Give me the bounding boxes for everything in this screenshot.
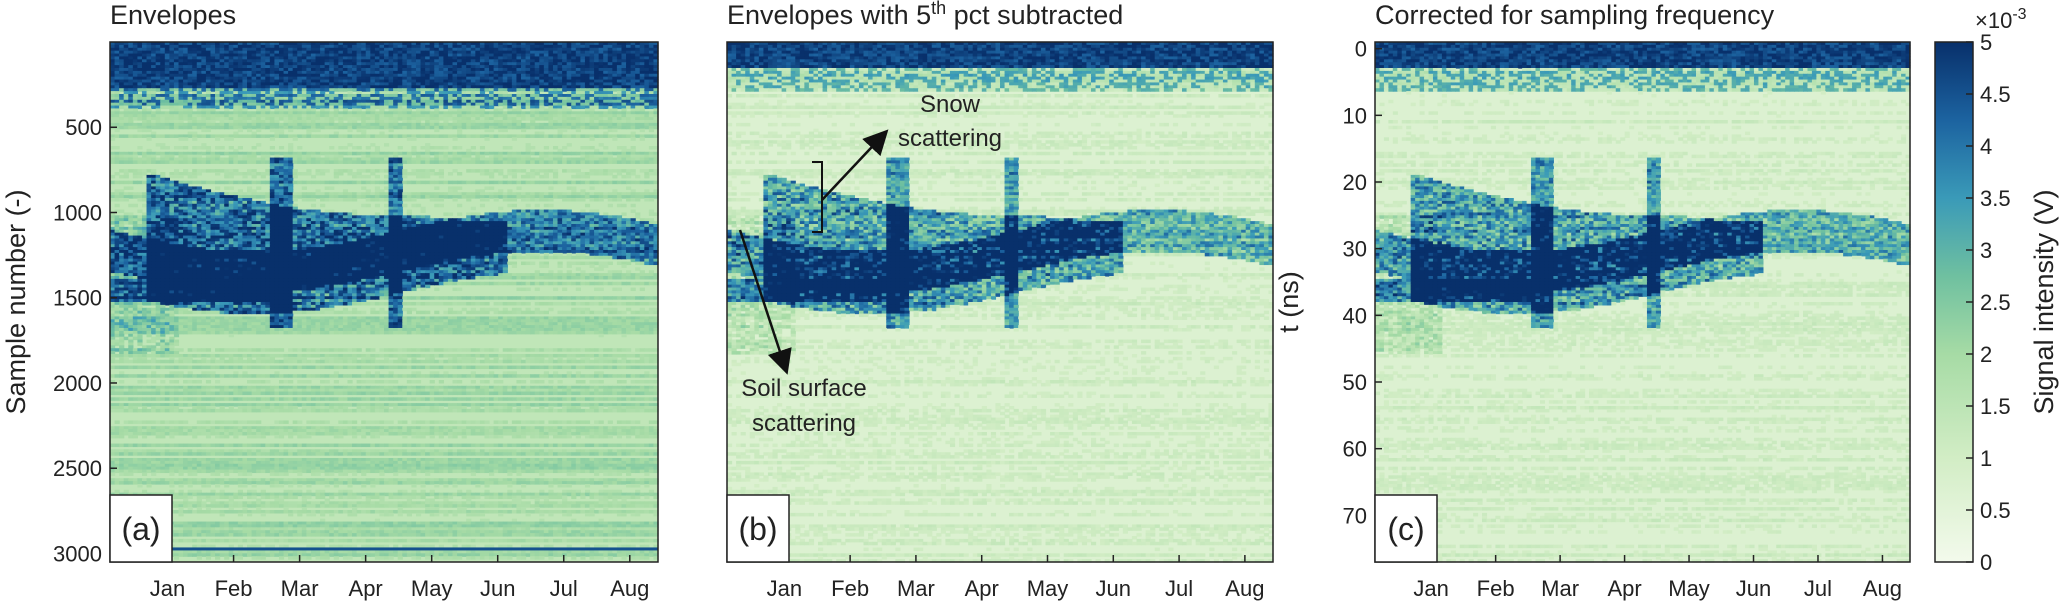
x-tick-label: Feb (831, 576, 869, 601)
y-tick-label: 2500 (53, 456, 102, 481)
y-tick-label: 1000 (53, 200, 102, 225)
x-tick-label: Apr (1607, 576, 1641, 601)
panel-b-heatmap (727, 42, 1274, 563)
x-tick-label: Aug (610, 576, 649, 601)
x-tick-label: May (1668, 576, 1710, 601)
colorbar-tick-label: 2.5 (1980, 290, 2011, 315)
colorbar-tick-label: 4.5 (1980, 82, 2011, 107)
x-tick-label: May (411, 576, 453, 601)
x-tick-label: Mar (897, 576, 935, 601)
panel-a-ylabel: Sample number (-) (1, 189, 31, 414)
colorbar-tick-label: 1 (1980, 446, 1992, 471)
panel-b: Envelopes with 5th pct subtracted Jan Feb… (727, 0, 1274, 601)
panel-a-label: (a) (121, 511, 160, 547)
x-tick-label: Jan (150, 576, 185, 601)
colorbar-tick-label: 2 (1980, 342, 1992, 367)
y-tick-label: 10 (1343, 103, 1367, 128)
x-tick-label: Jan (1413, 576, 1448, 601)
colorbar-tick-label: 5 (1980, 30, 1992, 55)
x-tick-label: Jun (1736, 576, 1771, 601)
x-tick-label: Jun (480, 576, 515, 601)
x-tick-label: Mar (281, 576, 319, 601)
x-tick-label: Aug (1225, 576, 1264, 601)
y-tick-label: 40 (1343, 303, 1367, 328)
x-tick-label: Jun (1096, 576, 1131, 601)
soil-annotation-line2: scattering (752, 410, 856, 437)
colorbar-tick-label: 1.5 (1980, 394, 2011, 419)
x-tick-label: Jan (767, 576, 802, 601)
x-tick-label: Feb (215, 576, 253, 601)
snow-annotation-line1: Snow (920, 91, 981, 118)
y-tick-label: 500 (65, 115, 102, 140)
y-tick-label: 0 (1355, 37, 1367, 62)
y-tick-label: 30 (1343, 237, 1367, 262)
x-tick-label: May (1027, 576, 1069, 601)
x-tick-label: Aug (1863, 576, 1902, 601)
panel-a-title: Envelopes (110, 0, 236, 30)
y-tick-label: 3000 (53, 541, 102, 566)
y-tick-label: 60 (1343, 437, 1367, 462)
colorbar-label: Signal intensity (V) (2029, 189, 2059, 414)
colorbar-multiplier: ×10-3 (1975, 6, 2027, 33)
x-tick-label: Mar (1541, 576, 1579, 601)
colorbar-tick-label: 4 (1980, 134, 1992, 159)
colorbar-tick-label: 0 (1980, 550, 1992, 575)
panel-c: Corrected for sampling frequency 0 10 20 30… (1274, 0, 1911, 601)
panel-a-heatmap (110, 42, 659, 562)
snow-annotation-line2: scattering (898, 125, 1002, 152)
panel-a-y-ticks: 500 1000 1500 2000 2500 3000 (53, 115, 117, 566)
x-tick-label: Jul (1165, 576, 1193, 601)
panel-b-title: Envelopes with 5th pct subtracted (727, 0, 1123, 30)
y-tick-label: 1500 (53, 286, 102, 311)
y-tick-label: 20 (1343, 170, 1367, 195)
x-tick-label: Feb (1477, 576, 1515, 601)
x-tick-label: Apr (349, 576, 383, 601)
colorbar-tick-label: 3 (1980, 238, 1992, 263)
x-tick-label: Jul (1804, 576, 1832, 601)
x-tick-label: Apr (965, 576, 999, 601)
y-tick-label: 2000 (53, 371, 102, 396)
soil-annotation-line1: Soil surface (741, 375, 866, 402)
x-tick-label: Jul (550, 576, 578, 601)
panel-c-heatmap (1375, 42, 1911, 563)
y-tick-label: 50 (1343, 370, 1367, 395)
colorbar-tick-label: 0.5 (1980, 498, 2011, 523)
panel-c-ylabel: t (ns) (1274, 271, 1304, 333)
panel-c-label: (c) (1387, 511, 1424, 547)
panel-c-title: Corrected for sampling frequency (1375, 0, 1775, 30)
colorbar: 0 0.5 1 1.5 2 2.5 3 3.5 4 4.5 5 ×10-3 Signal inten… (1935, 6, 2059, 575)
y-tick-label: 70 (1343, 503, 1367, 528)
colorbar-tick-label: 3.5 (1980, 186, 2011, 211)
panel-a: Envelopes 500 1000 1500 2000 2500 3000 Jan Feb… (1, 0, 659, 601)
panel-b-label: (b) (738, 511, 777, 547)
